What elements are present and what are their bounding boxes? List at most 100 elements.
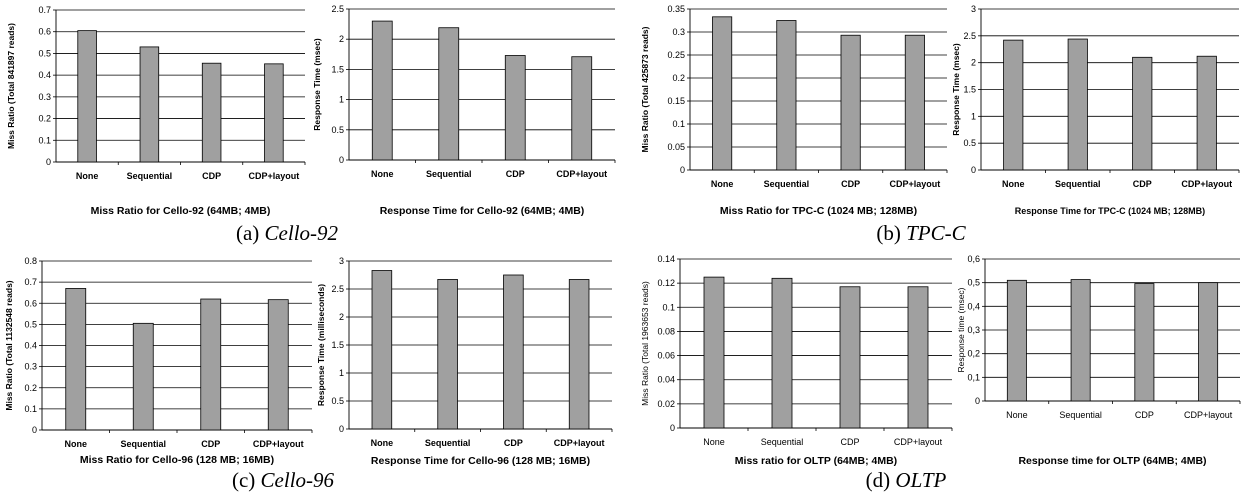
y-axis-label: Miss Ratio (Total 841897 reads): [6, 23, 16, 149]
y-tick-label: 0.7: [38, 5, 51, 15]
bar: [139, 46, 160, 163]
x-tick-label: CDP: [841, 179, 860, 189]
chart-title: Miss Ratio for TPC-C (1024 MB; 128MB): [720, 205, 917, 217]
y-tick-label: 0.2: [24, 383, 37, 393]
y-tick-label: 0: [32, 425, 37, 435]
y-tick-label: 0.1: [672, 119, 685, 129]
y-tick-label: 0,5: [967, 278, 980, 288]
bar: [839, 286, 861, 429]
x-tick-label: CDP+layout: [889, 179, 940, 189]
x-tick-label: Sequential: [426, 169, 472, 179]
x-tick-label: CDP+layout: [556, 169, 607, 179]
y-tick-label: 0,4: [967, 301, 980, 311]
x-tick-label: CDP: [1133, 179, 1152, 189]
chart-cello96-miss-ratio: 0 0.1 0.2 0.3 0.4 0.5 0.6 0.7 0.8 None Sequential C…: [0, 254, 314, 469]
y-tick-label: 0.5: [331, 396, 344, 406]
y-tick-label: 0,6: [967, 254, 980, 264]
y-tick-label: 1.5: [331, 64, 344, 74]
chart-tpcc-response-time: 0 0.5 1 1.5 2 2.5 3 None Sequential CDP CDP+layout…: [949, 0, 1243, 222]
caption-d: (d) OLTP: [866, 468, 947, 493]
chart-svg: 0 0,1 0,2 0,3 0,4 0,5 0,6 None Sequential CDP CDP+…: [956, 254, 1241, 467]
bar: [504, 55, 526, 161]
y-tick-label: 0: [971, 165, 976, 175]
x-tick-label: None: [65, 439, 88, 449]
chart-cello92-miss-ratio: 0 0.1 0.2 0.3 0.4 0.5 0.6 0.7 None Sequential CDP C…: [0, 0, 308, 222]
y-tick-label: 0.14: [657, 254, 675, 264]
x-tick-label: CDP+layout: [1184, 410, 1233, 420]
chart-oltp-miss-ratio: 0 0.02 0.04 0.06 0.08 0.1 0.12 0.14 None Sequenti…: [636, 254, 954, 469]
y-tick-label: 0.5: [963, 138, 976, 148]
bar: [840, 34, 861, 171]
chart-title: Response time for OLTP (64MB; 4MB): [1018, 455, 1206, 467]
chart-title: Response Time for Cello-96 (128 MB; 16MB…: [371, 455, 590, 467]
bar: [771, 277, 793, 429]
y-tick-label: 2: [971, 58, 976, 68]
caption-b: (b) TPC-C: [876, 221, 965, 246]
x-tick-label: None: [1002, 179, 1025, 189]
y-tick-label: 0.2: [672, 73, 685, 83]
x-tick-label: CDP: [1135, 410, 1154, 420]
y-tick-label: 0.08: [657, 326, 675, 336]
chart-svg: 0 0.5 1 1.5 2 2.5 3 None Sequential CDP CDP+layout…: [316, 256, 613, 467]
y-tick-label: 0.05: [667, 142, 685, 152]
y-axis-label: Response time (msec): [956, 287, 966, 372]
y-tick-label: 0.1: [38, 135, 51, 145]
bar: [1134, 283, 1155, 402]
bar: [571, 56, 593, 161]
caption-a-letter: (a): [235, 221, 265, 245]
bar: [1196, 55, 1217, 171]
bar: [264, 63, 284, 163]
y-tick-label: 0.3: [38, 92, 51, 102]
x-tick-label: None: [76, 171, 99, 181]
y-tick-label: 0,3: [967, 325, 980, 335]
y-tick-label: 0.7: [24, 277, 37, 287]
y-tick-label: 0.3: [24, 362, 37, 372]
x-tick-label: Sequential: [1055, 179, 1101, 189]
y-tick-label: 1: [339, 95, 344, 105]
x-tick-label: None: [371, 438, 394, 448]
y-tick-label: 2.5: [331, 4, 344, 14]
y-tick-label: 0.8: [24, 256, 37, 266]
chart-svg: 0 0.1 0.2 0.3 0.4 0.5 0.6 0.7 None Sequential CDP C…: [6, 5, 306, 217]
bar: [132, 322, 154, 431]
bar: [1003, 39, 1024, 171]
caption-c-letter: (c): [231, 468, 261, 492]
y-tick-label: 0.6: [38, 27, 51, 37]
bar: [437, 279, 458, 430]
caption-a: (a) Cello-92: [236, 221, 338, 246]
y-tick-label: 1.5: [963, 85, 976, 95]
caption-c-name: Cello-96: [260, 468, 335, 492]
chart-title: Miss Ratio for Cello-96 (128 MB; 16MB): [80, 454, 274, 466]
y-tick-label: 0.04: [657, 375, 675, 385]
y-axis-label: Response Time (msec): [951, 43, 961, 136]
y-tick-label: 0.25: [667, 50, 685, 60]
y-tick-label: 0.1: [24, 404, 37, 414]
y-tick-label: 0: [975, 396, 980, 406]
x-tick-label: None: [711, 179, 734, 189]
x-tick-label: Sequential: [127, 171, 173, 181]
y-tick-label: 2.5: [963, 31, 976, 41]
y-axis-label: Response Time (msec): [312, 38, 322, 131]
caption-d-letter: (d): [865, 468, 896, 492]
bar: [371, 270, 393, 430]
x-tick-label: Sequential: [120, 439, 166, 449]
x-tick-label: CDP+layout: [253, 439, 304, 449]
y-tick-label: 0.12: [657, 278, 675, 288]
x-tick-label: None: [1006, 410, 1028, 420]
y-tick-label: 0.15: [667, 96, 685, 106]
bar: [703, 276, 725, 429]
x-tick-label: Sequential: [764, 179, 810, 189]
chart-cello92-response-time: 0 0.5 1 1.5 2 2.5 None Sequential CDP CDP+layout R…: [308, 0, 618, 222]
chart-svg: 0 0.5 1 1.5 2 2.5 3 None Sequential CDP CDP+layout…: [951, 4, 1240, 216]
x-tick-label: Sequential: [761, 437, 804, 447]
caption-b-name: TPC-C: [906, 221, 966, 245]
chart-title: Response Time for Cello-92 (64MB; 4MB): [380, 205, 585, 217]
x-tick-label: CDP+layout: [1181, 179, 1232, 189]
y-tick-label: 0.5: [24, 319, 37, 329]
x-tick-label: CDP+layout: [248, 171, 299, 181]
chart-tpcc-miss-ratio: 0 0.05 0.1 0.15 0.2 0.25 0.3 0.35 None Sequential…: [636, 0, 949, 222]
bar: [907, 286, 929, 429]
y-tick-label: 0.4: [38, 70, 51, 80]
caption-b-letter: (b): [876, 221, 907, 245]
bar: [1198, 282, 1219, 402]
